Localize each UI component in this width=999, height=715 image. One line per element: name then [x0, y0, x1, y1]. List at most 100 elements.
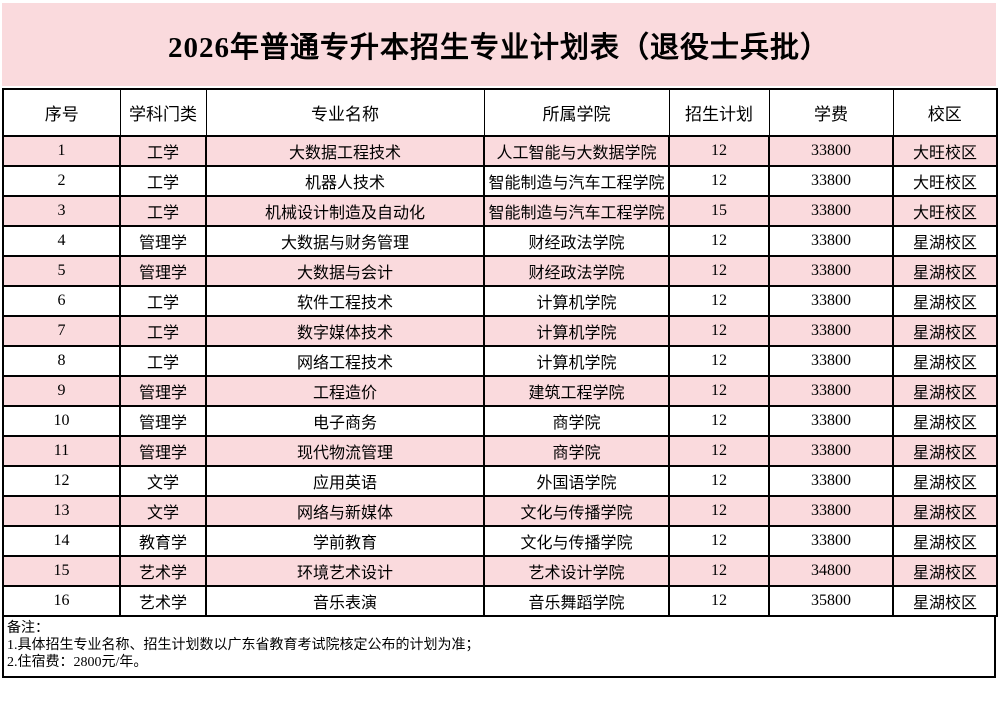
table-cell: 33800 — [768, 135, 894, 167]
table-cell: 12 — [668, 375, 770, 407]
table-row: 13 文学 网络与新媒体 文化与传播学院 12 33800 星湖校区 — [2, 495, 998, 527]
table-cell: 计算机学院 — [483, 285, 670, 317]
table-row: 3 工学 机械设计制造及自动化 智能制造与汽车工程学院 15 33800 大旺校区 — [2, 195, 998, 227]
table-cell: 外国语学院 — [483, 465, 670, 497]
table-cell: 机械设计制造及自动化 — [205, 195, 485, 227]
table-cell: 3 — [2, 195, 121, 227]
table-cell: 12 — [668, 525, 770, 557]
table-cell: 计算机学院 — [483, 315, 670, 347]
table-cell: 星湖校区 — [892, 315, 998, 347]
table-cell: 建筑工程学院 — [483, 375, 670, 407]
table-cell: 6 — [2, 285, 121, 317]
table-cell: 星湖校区 — [892, 555, 998, 587]
table-cell: 12 — [668, 465, 770, 497]
table-cell: 教育学 — [119, 525, 207, 557]
table-cell: 星湖校区 — [892, 405, 998, 437]
table-cell: 文学 — [119, 465, 207, 497]
table-cell: 数字媒体技术 — [205, 315, 485, 347]
table-cell: 33800 — [768, 345, 894, 377]
table-cell: 星湖校区 — [892, 225, 998, 257]
table-cell: 12 — [668, 405, 770, 437]
table-cell: 艺术学 — [119, 555, 207, 587]
table-cell: 大旺校区 — [892, 135, 998, 167]
table-cell: 2 — [2, 165, 121, 197]
table-cell: 商学院 — [483, 405, 670, 437]
table-row: 1 工学 大数据工程技术 人工智能与大数据学院 12 33800 大旺校区 — [2, 135, 998, 167]
table-cell: 33800 — [768, 225, 894, 257]
column-header: 学科门类 — [119, 88, 207, 137]
column-header: 所属学院 — [483, 88, 670, 137]
table-cell: 12 — [668, 315, 770, 347]
column-header: 专业名称 — [205, 88, 485, 137]
table-cell: 管理学 — [119, 405, 207, 437]
table-cell: 12 — [668, 495, 770, 527]
table-cell: 智能制造与汽车工程学院 — [483, 195, 670, 227]
column-header: 招生计划 — [668, 88, 770, 137]
table-header: 序号 学科门类 专业名称 所属学院 招生计划 学费 校区 — [2, 88, 998, 137]
table-row: 4 管理学 大数据与财务管理 财经政法学院 12 33800 星湖校区 — [2, 225, 998, 257]
table-cell: 12 — [668, 255, 770, 287]
table-row: 6 工学 软件工程技术 计算机学院 12 33800 星湖校区 — [2, 285, 998, 317]
table-cell: 工程造价 — [205, 375, 485, 407]
table-cell: 7 — [2, 315, 121, 347]
table-row: 16 艺术学 音乐表演 音乐舞蹈学院 12 35800 星湖校区 — [2, 585, 998, 617]
table-cell: 13 — [2, 495, 121, 527]
header-row: 序号 学科门类 专业名称 所属学院 招生计划 学费 校区 — [2, 88, 998, 137]
table-cell: 34800 — [768, 555, 894, 587]
table-cell: 机器人技术 — [205, 165, 485, 197]
table-cell: 星湖校区 — [892, 285, 998, 317]
table-cell: 16 — [2, 585, 121, 617]
table-cell: 音乐舞蹈学院 — [483, 585, 670, 617]
table-cell: 33800 — [768, 435, 894, 467]
table-cell: 工学 — [119, 195, 207, 227]
table-cell: 星湖校区 — [892, 495, 998, 527]
table-row: 10 管理学 电子商务 商学院 12 33800 星湖校区 — [2, 405, 998, 437]
table-cell: 工学 — [119, 165, 207, 197]
table-cell: 工学 — [119, 315, 207, 347]
table-cell: 星湖校区 — [892, 585, 998, 617]
column-header: 序号 — [2, 88, 121, 137]
table-cell: 12 — [668, 225, 770, 257]
table-cell: 环境艺术设计 — [205, 555, 485, 587]
table-cell: 33800 — [768, 285, 894, 317]
note-item-2: 2.住宿费：2800元/年。 — [7, 655, 148, 670]
table-row: 15 艺术学 环境艺术设计 艺术设计学院 12 34800 星湖校区 — [2, 555, 998, 587]
table-cell: 15 — [2, 555, 121, 587]
table-cell: 人工智能与大数据学院 — [483, 135, 670, 167]
table-cell: 35800 — [768, 585, 894, 617]
table-cell: 12 — [668, 165, 770, 197]
table-cell: 艺术设计学院 — [483, 555, 670, 587]
table-cell: 大数据工程技术 — [205, 135, 485, 167]
page-title: 2026年普通专升本招生专业计划表（退役士兵批） — [167, 31, 830, 64]
table-cell: 现代物流管理 — [205, 435, 485, 467]
table-cell: 33800 — [768, 495, 894, 527]
table-cell: 管理学 — [119, 375, 207, 407]
table-cell: 星湖校区 — [892, 255, 998, 287]
table-cell: 财经政法学院 — [483, 225, 670, 257]
table-cell: 计算机学院 — [483, 345, 670, 377]
table-row: 8 工学 网络工程技术 计算机学院 12 33800 星湖校区 — [2, 345, 998, 377]
table-cell: 星湖校区 — [892, 465, 998, 497]
table-cell: 33800 — [768, 315, 894, 347]
admission-plan-table: 序号 学科门类 专业名称 所属学院 招生计划 学费 校区 1 工学 大数据工程技术 人工智能与大数… — [2, 88, 998, 617]
table-cell: 33800 — [768, 405, 894, 437]
table-cell: 财经政法学院 — [483, 255, 670, 287]
notes-section: 备注： 1.具体招生专业名称、招生计划数以广东省教育考试院核定公布的计划为准； … — [2, 617, 996, 678]
table-cell: 星湖校区 — [892, 435, 998, 467]
table-cell: 文化与传播学院 — [483, 525, 670, 557]
table-cell: 星湖校区 — [892, 375, 998, 407]
table-cell: 智能制造与汽车工程学院 — [483, 165, 670, 197]
table-cell: 15 — [668, 195, 770, 227]
table-cell: 大数据与财务管理 — [205, 225, 485, 257]
table-cell: 12 — [668, 345, 770, 377]
table-cell: 12 — [668, 585, 770, 617]
table-cell: 33800 — [768, 165, 894, 197]
table-row: 11 管理学 现代物流管理 商学院 12 33800 星湖校区 — [2, 435, 998, 467]
table-cell: 艺术学 — [119, 585, 207, 617]
table-cell: 管理学 — [119, 435, 207, 467]
table-cell: 12 — [668, 285, 770, 317]
table-cell: 5 — [2, 255, 121, 287]
table-cell: 12 — [668, 135, 770, 167]
table-cell: 管理学 — [119, 225, 207, 257]
table-cell: 10 — [2, 405, 121, 437]
